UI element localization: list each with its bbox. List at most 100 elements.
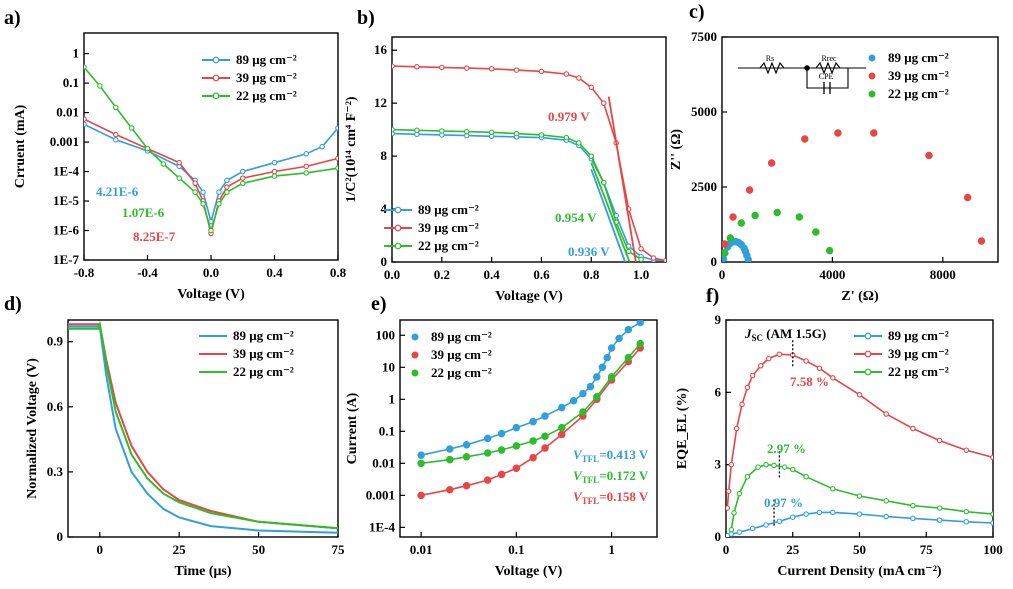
legend-marker [868, 90, 876, 98]
data-point [870, 129, 878, 137]
plot-frame [67, 319, 339, 538]
annotation-text: 7.58 % [790, 374, 829, 389]
legend-label: 89 μg cm⁻² [418, 202, 479, 217]
annotation-text: 0.979 V [548, 109, 590, 124]
fit-line [590, 162, 631, 262]
data-point [739, 401, 745, 408]
data-point [97, 83, 103, 89]
y-tick-label: 4 [381, 201, 388, 216]
data-point [439, 128, 445, 134]
legend-label: 22 μg cm⁻² [888, 86, 949, 101]
data-point [883, 498, 889, 504]
x-axis-title: Current Density (mA cm⁻²) [777, 564, 941, 579]
data-point [541, 432, 549, 441]
x-tick-label: 0.0 [384, 267, 400, 282]
data-point [240, 175, 246, 181]
data-point [563, 71, 570, 77]
x-tick-label: 0 [97, 542, 104, 557]
resistor-rrec [815, 61, 841, 75]
data-point [84, 121, 87, 128]
panel-label: d) [4, 293, 22, 315]
data-point [726, 488, 732, 494]
y-tick-label: 1E-4 [53, 164, 80, 179]
annotation: 2.97 % [767, 441, 806, 456]
y-tick-label: 0.3 [47, 464, 64, 479]
data-point [303, 151, 309, 157]
series-line-0 [726, 511, 993, 537]
data-point [722, 249, 729, 257]
y-tick-label: 10 [382, 359, 395, 374]
data-point [588, 153, 595, 159]
y-tick-label: 100 [376, 327, 396, 342]
data-point [538, 132, 545, 138]
data-point [483, 476, 492, 484]
y-axis-title: Normalized Voltage (V) [25, 358, 40, 499]
data-point [910, 515, 916, 522]
data-point [781, 464, 788, 470]
data-point [744, 255, 752, 262]
data-point [830, 509, 836, 516]
data-point [963, 193, 972, 202]
y-axis-title: 1/C²(10¹⁴ cm⁴ F⁻²) [344, 96, 359, 202]
data-point [650, 255, 657, 261]
data-point [803, 358, 809, 364]
data-point [271, 168, 278, 175]
x-tick-label: 1.0 [633, 267, 649, 282]
legend-marker [212, 74, 220, 82]
data-point [271, 173, 278, 179]
data-point [776, 351, 783, 357]
data-point [749, 525, 756, 532]
data-point [541, 444, 549, 452]
annotation: JSC (AM 1.5G) [744, 326, 826, 343]
fit-line [590, 169, 626, 262]
data-point [529, 417, 537, 426]
data-point [816, 509, 823, 516]
y-tick-label: 12 [374, 95, 387, 110]
data-point [224, 177, 230, 184]
data-point [771, 462, 777, 469]
data-point [128, 125, 135, 131]
series-line-2 [392, 128, 642, 261]
data-point [497, 446, 506, 454]
legend-marker [864, 350, 872, 358]
data-point [414, 127, 420, 134]
annotation-text: V [573, 468, 583, 483]
data-point [736, 529, 743, 535]
data-point [319, 143, 325, 150]
data-layer [722, 129, 986, 262]
legend-marker [864, 332, 872, 340]
annotation-text: V [573, 447, 583, 462]
data-point [84, 64, 87, 70]
data-point [513, 67, 520, 73]
data-point [593, 393, 601, 401]
resistor-rs [759, 61, 785, 75]
x-tick-label: 4000 [819, 267, 845, 282]
y-tick-label: 1E-6 [53, 223, 80, 238]
data-point [200, 201, 206, 207]
wire [806, 68, 849, 89]
plot-frame [83, 32, 339, 261]
data-point [990, 511, 993, 517]
data-point [615, 334, 623, 343]
data-point [963, 447, 970, 453]
data-point [751, 211, 759, 220]
data-point [736, 490, 743, 497]
data-point [825, 246, 834, 255]
data-point [513, 130, 520, 137]
y-tick-label: 0.9 [47, 334, 64, 349]
annotation: VTFL=0.172 V [573, 468, 649, 485]
series-line-1 [726, 353, 993, 509]
x-tick-label: 0.01 [410, 542, 433, 557]
legend-label: 89 μg cm⁻² [233, 328, 294, 343]
circuit-inset: Rs Rrec CPE [738, 54, 866, 94]
plot-frame [721, 36, 999, 263]
data-point [497, 429, 506, 438]
legend-marker [212, 56, 220, 64]
data-point [208, 227, 214, 234]
x-axis-title: Voltage (V) [177, 287, 245, 302]
panel-c: c) 0 4000 8000 0 2500 5000 7500 Z' (Ω) Z'' (Ω) 89 … [669, 1, 999, 304]
legend-label: 39 μg cm⁻² [233, 346, 294, 361]
data-point [910, 502, 916, 509]
x-tick-label: 50 [853, 542, 866, 557]
data-point [462, 441, 471, 449]
